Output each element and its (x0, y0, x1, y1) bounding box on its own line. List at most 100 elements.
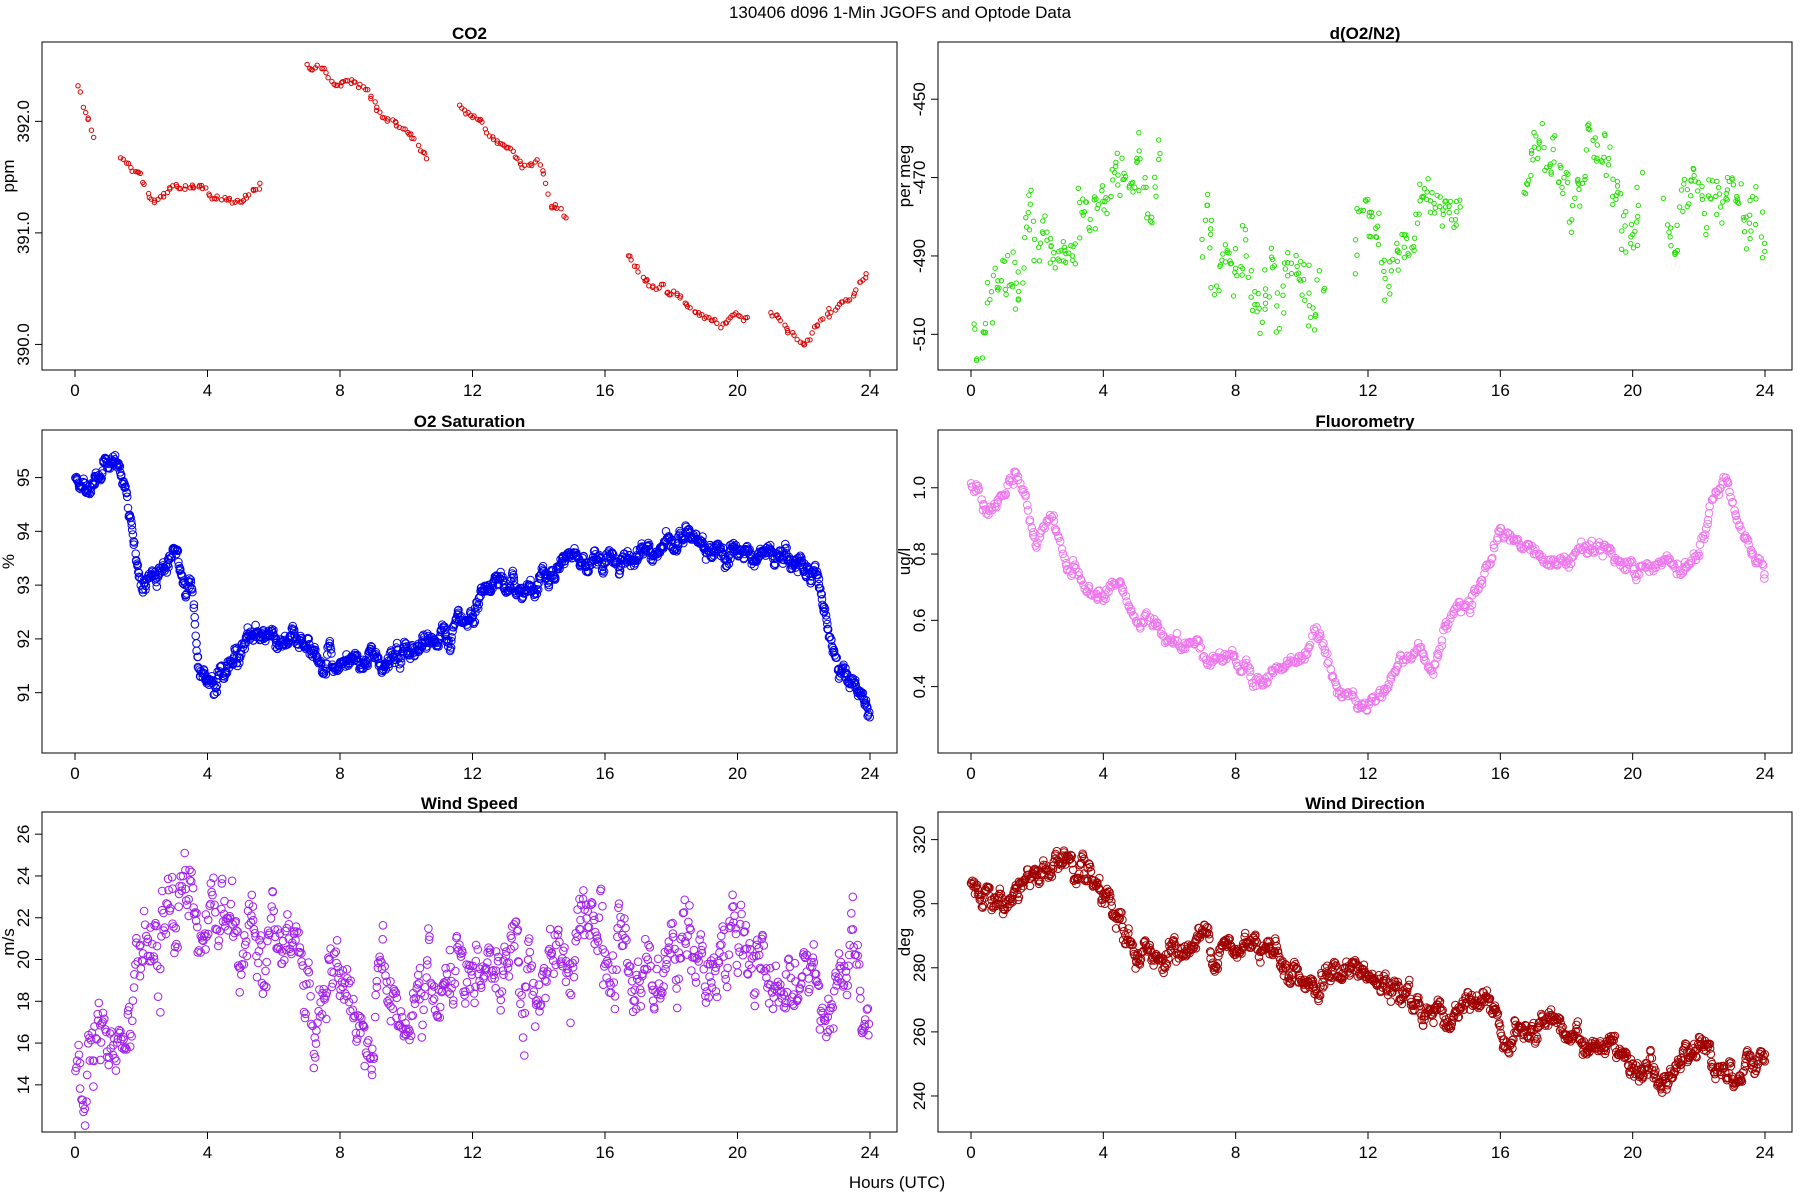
x-tick-label: 20 (728, 1143, 747, 1162)
data-point (424, 924, 433, 933)
data-point (672, 984, 681, 993)
x-tick-label: 12 (1359, 764, 1378, 783)
data-point (1743, 214, 1749, 220)
data-point (1075, 185, 1082, 192)
data-point (1572, 195, 1578, 201)
data-point (1033, 538, 1042, 548)
data-point (122, 492, 132, 502)
data-point (1392, 662, 1402, 672)
data-point (1135, 960, 1145, 969)
data-point (435, 1013, 445, 1022)
data-point (423, 960, 432, 969)
y-axis-label: ppm (0, 159, 18, 192)
data-point (256, 186, 263, 192)
data-point (267, 902, 277, 911)
data-point (744, 314, 750, 321)
data-point (1375, 223, 1381, 229)
data-point (205, 901, 214, 911)
data-point (1564, 179, 1571, 186)
data-point (1101, 207, 1107, 213)
data-point (589, 911, 598, 921)
data-point (1477, 579, 1487, 589)
x-tick-label: 20 (1623, 1143, 1642, 1162)
data-point (1245, 667, 1255, 676)
data-point (1153, 621, 1163, 631)
panel-title: Wind Speed (421, 794, 518, 813)
data-point (848, 925, 858, 934)
data-point (83, 109, 89, 116)
data-point (395, 659, 404, 669)
y-tick-label: -470 (910, 161, 929, 195)
data-point (1234, 272, 1240, 279)
data-point (131, 960, 140, 969)
data-point (575, 924, 584, 934)
x-tick-label: 12 (463, 764, 482, 783)
data-point (388, 1004, 398, 1014)
data-point (1055, 537, 1065, 546)
data-point (635, 269, 641, 275)
data-point (650, 283, 656, 289)
data-point (344, 997, 354, 1007)
data-point (215, 926, 225, 936)
data-point (1614, 178, 1621, 185)
data-point (1585, 126, 1592, 132)
data-point (552, 202, 558, 208)
y-axis-label: deg (895, 928, 914, 956)
data-point (1666, 229, 1672, 235)
data-point (1380, 684, 1389, 694)
x-tick-label: 4 (1099, 764, 1108, 783)
x-tick-label: 4 (203, 1143, 212, 1162)
data-point (541, 993, 550, 1003)
data-point (1664, 222, 1671, 228)
data-point (1762, 248, 1768, 255)
data-point (1366, 209, 1373, 216)
data-point (1133, 954, 1143, 964)
data-point (120, 156, 127, 163)
x-tick-label: 4 (1099, 381, 1108, 400)
data-point (198, 182, 205, 189)
data-point (838, 982, 848, 991)
y-tick-label: -510 (910, 317, 929, 351)
data-point (1139, 618, 1148, 628)
data-point (392, 1013, 401, 1023)
data-point (841, 663, 850, 673)
data-point (189, 600, 199, 609)
data-point (1079, 854, 1089, 864)
data-point (793, 567, 803, 577)
data-point (446, 962, 456, 972)
data-point (1533, 1034, 1542, 1044)
data-point (1609, 193, 1616, 200)
data-point (1203, 923, 1213, 933)
data-point (1230, 652, 1239, 661)
y-tick-label: 26 (14, 825, 33, 844)
data-point (1060, 258, 1067, 264)
data-point (489, 970, 499, 980)
data-point (1030, 533, 1039, 542)
data-point (759, 941, 769, 950)
data-point (1382, 297, 1388, 303)
data-point (584, 922, 594, 932)
data-point (247, 911, 256, 920)
data-point (707, 978, 716, 987)
data-point (694, 957, 703, 966)
data-point (517, 990, 526, 1000)
data-point (1489, 540, 1499, 550)
data-point (1695, 540, 1705, 549)
data-point (112, 1056, 121, 1066)
data-point (491, 947, 501, 956)
data-point (566, 990, 576, 1000)
data-point (326, 645, 336, 654)
data-point (393, 123, 400, 129)
data-point (537, 162, 544, 168)
data-point (314, 62, 320, 69)
data-point (268, 887, 278, 897)
data-point (1301, 650, 1311, 660)
data-point (1633, 219, 1640, 225)
data-point (826, 635, 836, 645)
data-point (368, 93, 374, 100)
data-point (1058, 549, 1068, 559)
data-point (283, 910, 292, 919)
data-point (1699, 183, 1705, 190)
data-point (378, 921, 388, 930)
data-point (563, 215, 569, 221)
